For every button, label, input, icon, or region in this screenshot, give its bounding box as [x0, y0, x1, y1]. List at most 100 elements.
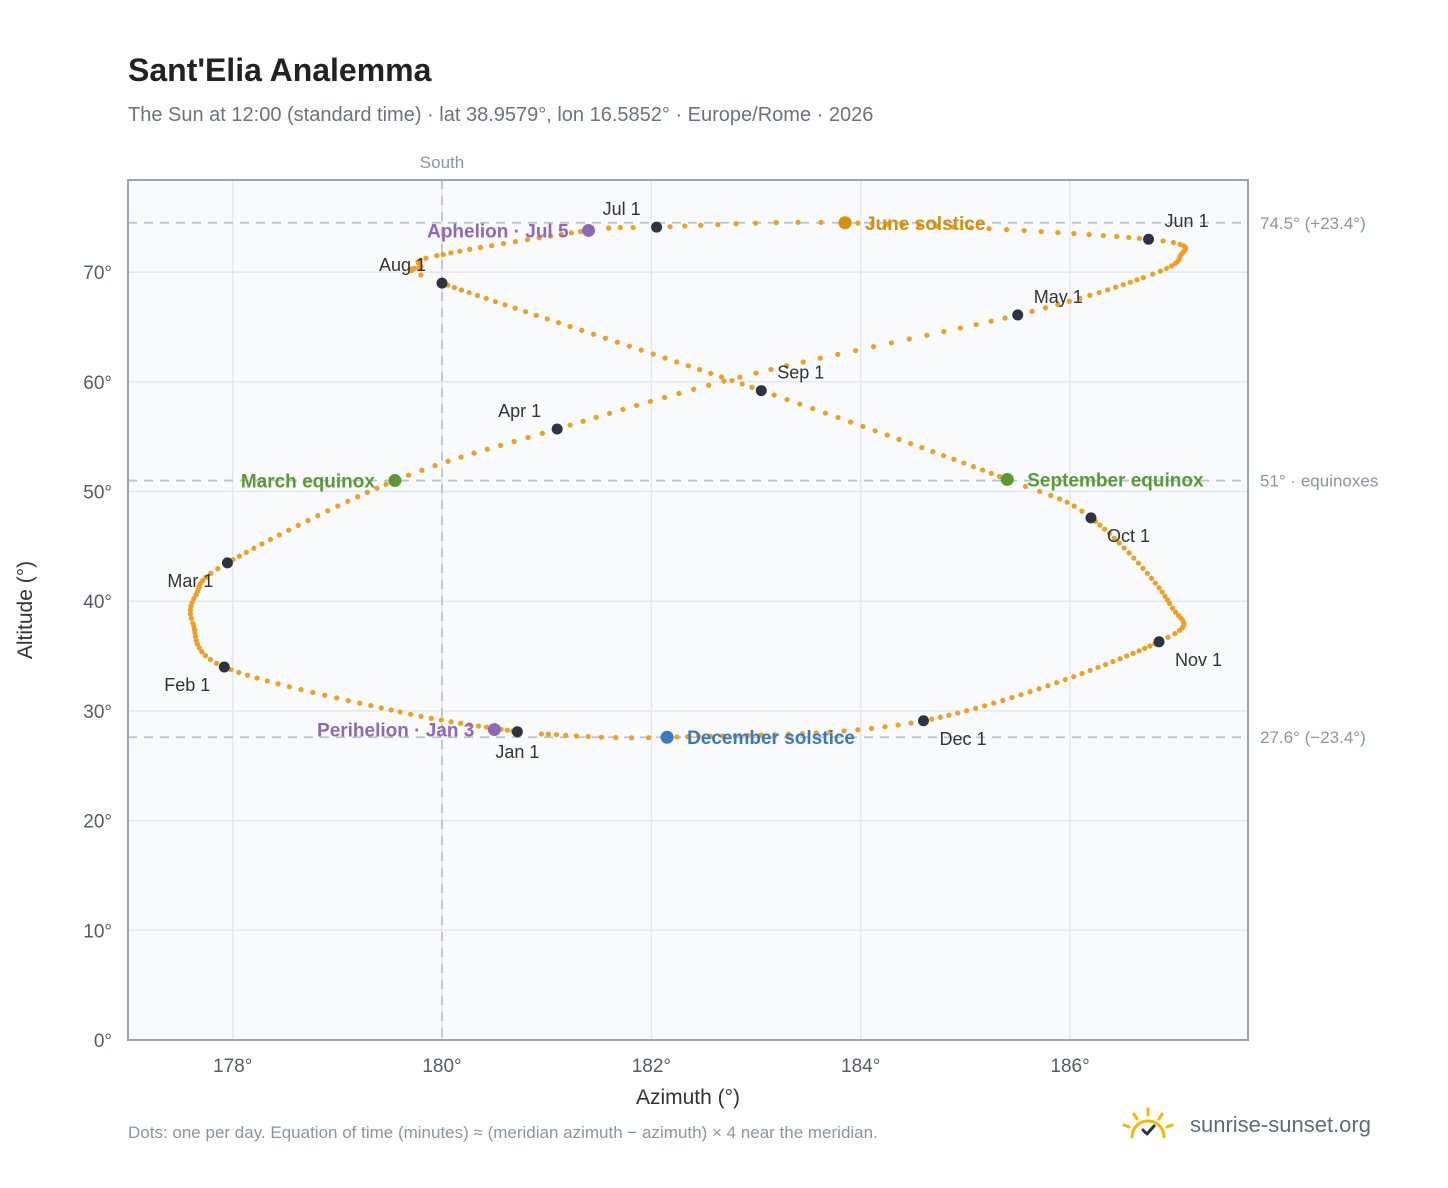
- daily-dot: [524, 237, 530, 243]
- month-label: Mar 1: [167, 571, 213, 591]
- daily-dot: [968, 225, 974, 231]
- daily-dot: [593, 414, 599, 420]
- daily-dot: [884, 221, 890, 227]
- daily-dot: [991, 700, 997, 706]
- daily-dot: [1126, 234, 1132, 241]
- x-tick-label: 184°: [841, 1056, 880, 1077]
- daily-dot: [1152, 580, 1158, 586]
- daily-dot: [1111, 535, 1117, 541]
- daily-dot: [1009, 694, 1015, 701]
- daily-dot: [896, 436, 902, 442]
- daily-dot: [1131, 555, 1137, 561]
- daily-dot: [772, 732, 778, 738]
- daily-dot: [1172, 631, 1178, 637]
- daily-dot: [438, 717, 444, 723]
- daily-dot: [972, 705, 979, 711]
- daily-dot: [941, 329, 947, 335]
- daily-dot: [638, 347, 644, 353]
- daily-dot: [1038, 228, 1044, 235]
- daily-dot: [451, 284, 457, 291]
- daily-dot: [650, 351, 656, 357]
- daily-dot: [620, 406, 626, 413]
- daily-dot: [474, 292, 480, 299]
- daily-dot: [907, 440, 914, 447]
- daily-dot: [213, 660, 220, 666]
- daily-dot: [236, 553, 242, 559]
- daily-dot: [558, 231, 564, 237]
- daily-dot: [1162, 593, 1168, 599]
- daily-dot: [243, 549, 249, 555]
- daily-dot: [951, 456, 957, 462]
- daily-dot: [773, 219, 779, 226]
- daily-dot: [895, 722, 901, 728]
- daily-dot: [810, 405, 816, 412]
- daily-dot: [1002, 315, 1008, 321]
- daily-dot: [1029, 308, 1035, 314]
- daily-dot: [590, 331, 597, 337]
- daily-dot: [1095, 664, 1101, 671]
- month-label: Apr 1: [498, 401, 541, 421]
- chart-footnote: Dots: one per day. Equation of time (min…: [128, 1123, 878, 1142]
- month-label: Nov 1: [1175, 650, 1222, 670]
- daily-dot: [1113, 284, 1119, 290]
- daily-dot: [405, 472, 412, 478]
- daily-dot: [979, 467, 986, 473]
- daily-dot: [383, 481, 389, 487]
- daily-dot: [1116, 540, 1122, 546]
- daily-dot: [1126, 550, 1132, 556]
- daily-dot: [199, 578, 206, 584]
- daily-dot: [919, 445, 925, 451]
- daily-dot: [1127, 279, 1133, 285]
- event-marker: [1000, 472, 1014, 486]
- daily-dot: [749, 384, 755, 390]
- daily-dot: [719, 733, 726, 739]
- x-axis-title: Azimuth (°): [636, 1086, 740, 1109]
- daily-dot: [988, 470, 994, 476]
- daily-dot: [888, 340, 895, 346]
- daily-dot: [1106, 531, 1113, 537]
- event-label: Aphelion · Jul 5: [427, 221, 569, 242]
- daily-dot: [1150, 271, 1156, 277]
- month-label: Aug 1: [379, 255, 426, 275]
- month-marker: [1153, 636, 1165, 648]
- daily-dot: [364, 489, 370, 495]
- daily-dot: [630, 224, 636, 231]
- daily-dot: [674, 359, 680, 365]
- daily-dot: [207, 656, 213, 663]
- daily-dot: [797, 401, 803, 407]
- daily-dot: [502, 302, 508, 308]
- daily-dot: [933, 223, 939, 229]
- month-marker: [436, 277, 448, 289]
- daily-dot: [1142, 645, 1148, 651]
- daily-dot: [729, 377, 735, 384]
- daily-dot: [322, 692, 328, 698]
- daily-dot: [606, 410, 613, 417]
- daily-dot: [378, 705, 384, 711]
- daily-dot: [563, 732, 569, 738]
- daily-dot: [434, 253, 440, 259]
- daily-dot: [475, 723, 482, 729]
- daily-dot: [1135, 560, 1142, 566]
- daily-dot: [847, 419, 854, 425]
- daily-dot: [690, 386, 697, 392]
- daily-dot: [817, 355, 823, 361]
- daily-dot: [267, 536, 274, 543]
- daily-dot: [800, 359, 806, 365]
- daily-dot: [419, 467, 425, 473]
- daily-dot: [1160, 238, 1166, 244]
- daily-dot: [1165, 634, 1171, 640]
- daily-dot: [676, 390, 682, 396]
- daily-dot: [598, 734, 604, 740]
- daily-dot: [628, 735, 635, 741]
- daily-dot: [1144, 570, 1150, 576]
- daily-dot: [1176, 627, 1183, 634]
- daily-dot: [1018, 692, 1024, 698]
- brand-link[interactable]: sunrise-sunset.org: [1120, 1100, 1371, 1150]
- daily-dot: [882, 724, 888, 730]
- daily-dot: [295, 522, 301, 528]
- month-marker: [1085, 512, 1097, 524]
- daily-dot: [477, 244, 483, 251]
- daily-dot: [264, 678, 270, 684]
- month-label: Feb 1: [164, 675, 210, 695]
- reference-line-label: 74.5° (+23.4°): [1260, 214, 1366, 233]
